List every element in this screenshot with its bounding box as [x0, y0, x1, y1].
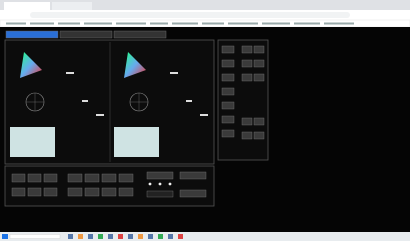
control-button[interactable]: [180, 172, 206, 179]
side-button[interactable]: [242, 46, 252, 53]
level-marker: [170, 72, 178, 74]
taskbar: [0, 232, 410, 241]
control-button[interactable]: [85, 174, 99, 182]
browser-tab[interactable]: [4, 2, 50, 10]
start-button[interactable]: [2, 234, 8, 239]
side-button[interactable]: [254, 74, 264, 81]
app-tabs: [6, 31, 166, 38]
side-button[interactable]: [242, 74, 252, 81]
control-button[interactable]: [102, 188, 116, 196]
radio-option[interactable]: [169, 183, 172, 186]
side-button[interactable]: [242, 60, 252, 67]
input-field[interactable]: [147, 191, 173, 197]
control-button[interactable]: [28, 174, 41, 182]
bookmarks: [6, 23, 354, 25]
control-button[interactable]: [180, 190, 206, 197]
control-button[interactable]: [102, 174, 116, 182]
screen: [0, 0, 410, 241]
side-button[interactable]: [222, 116, 234, 123]
side-button[interactable]: [222, 88, 234, 95]
app-tab[interactable]: [6, 31, 58, 38]
level-marker: [186, 100, 192, 102]
side-button[interactable]: [222, 102, 234, 109]
level-marker: [96, 114, 104, 116]
control-button[interactable]: [68, 188, 82, 196]
side-button[interactable]: [222, 130, 234, 137]
level-marker: [82, 100, 88, 102]
app-tab[interactable]: [114, 31, 166, 38]
radio-option[interactable]: [149, 183, 152, 186]
preview: [114, 127, 159, 157]
radio-option[interactable]: [159, 183, 162, 186]
level-marker: [66, 72, 74, 74]
side-button[interactable]: [254, 118, 264, 125]
control-button[interactable]: [119, 188, 133, 196]
browser-tab[interactable]: [52, 2, 92, 10]
side-button[interactable]: [254, 46, 264, 53]
side-button[interactable]: [254, 132, 264, 139]
control-button[interactable]: [44, 174, 57, 182]
side-button[interactable]: [222, 74, 234, 81]
address-bar[interactable]: [30, 12, 350, 18]
side-button[interactable]: [222, 60, 234, 67]
search-box[interactable]: [10, 235, 60, 239]
control-button[interactable]: [147, 172, 173, 179]
side-button[interactable]: [242, 132, 252, 139]
control-button[interactable]: [28, 188, 41, 196]
side-panel: [218, 40, 268, 160]
control-button[interactable]: [12, 188, 25, 196]
control-button[interactable]: [44, 188, 57, 196]
control-button[interactable]: [119, 174, 133, 182]
level-marker: [200, 114, 208, 116]
side-button[interactable]: [222, 46, 234, 53]
side-button[interactable]: [242, 118, 252, 125]
control-button[interactable]: [12, 174, 25, 182]
side-button[interactable]: [254, 60, 264, 67]
app-tab[interactable]: [60, 31, 112, 38]
preview: [10, 127, 55, 157]
control-button[interactable]: [85, 188, 99, 196]
control-button[interactable]: [68, 174, 82, 182]
